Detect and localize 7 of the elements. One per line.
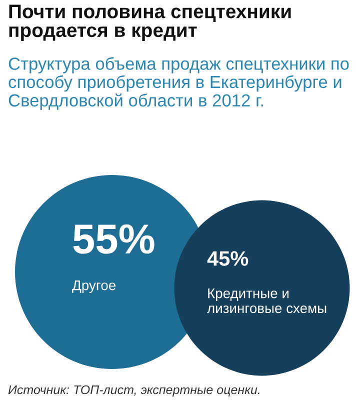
text: Структура объема продаж спецтехники по способу приобретения в Екатеринбурге и Свердловской области в 2012 г. xyxy=(8,57,349,110)
category-label: Кредитные и лизинговые схемы xyxy=(207,288,326,314)
category-label: Другое xyxy=(72,280,116,293)
text: Источник: ТОП-лист, экспертные оценки. xyxy=(8,385,260,397)
data-label: 45% xyxy=(207,251,248,266)
data-label: 55% xyxy=(73,224,154,254)
text: Почти половина спецтехники продается в кредит xyxy=(9,4,291,41)
